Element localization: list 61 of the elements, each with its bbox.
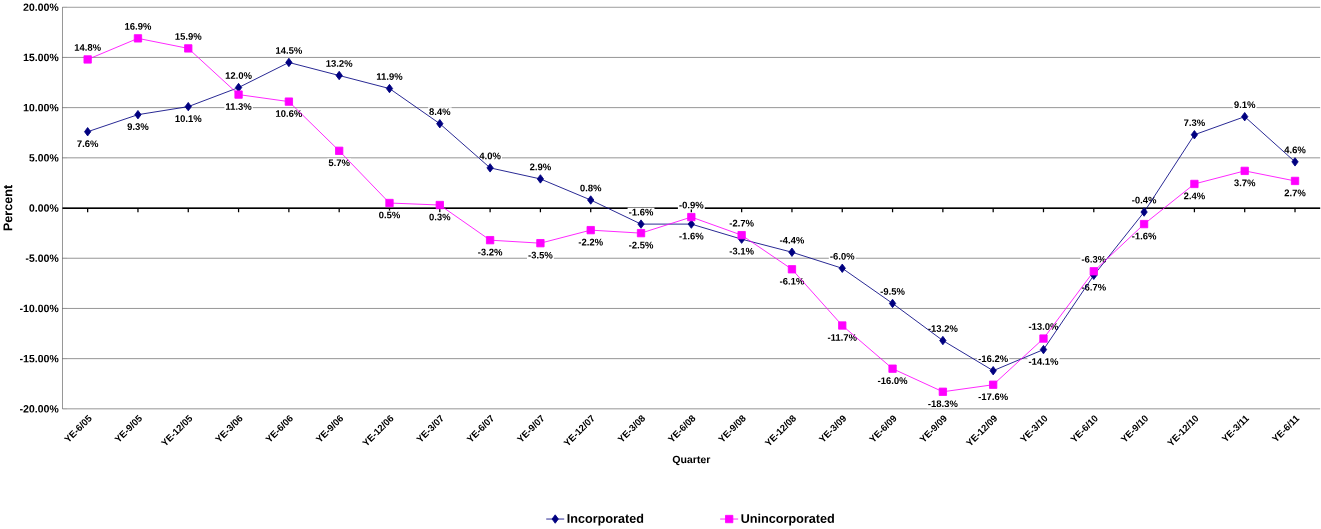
data-label: 2.4% (1183, 192, 1205, 200)
data-label: 3.7% (1234, 179, 1256, 187)
data-label: 2.9% (529, 163, 551, 171)
data-label: 0.8% (580, 184, 602, 192)
data-label: -1.6% (1132, 232, 1157, 240)
data-label: 14.5% (276, 47, 303, 55)
y-tick-label: 15.00% (23, 53, 59, 62)
data-label: 9.3% (127, 123, 149, 131)
y-tick-label: 5.00% (29, 154, 59, 162)
data-label: -16.2% (978, 355, 1008, 363)
data-label: -9.5% (880, 288, 905, 295)
data-label: -17.6% (978, 393, 1008, 401)
data-label: -3.5% (528, 252, 553, 259)
data-label: 15.9% (175, 33, 202, 40)
y-tick-label: -5.00% (25, 254, 59, 263)
data-label: 8.4% (429, 108, 451, 116)
data-label: -2.5% (629, 241, 654, 249)
data-label: 11.9% (376, 73, 403, 81)
data-label: -16.0% (877, 377, 908, 385)
data-label: 4.6% (1284, 146, 1306, 154)
data-label: -1.6% (629, 208, 654, 216)
data-label: -6.0% (830, 253, 855, 260)
data-label: -2.7% (729, 220, 754, 227)
data-label: -6.3% (1081, 256, 1106, 263)
data-label: 16.9% (125, 23, 152, 30)
data-label: -4.4% (779, 237, 805, 244)
y-tick-label: -10.00% (19, 304, 59, 313)
data-label: 4.0% (479, 152, 501, 160)
data-label: 7.6% (77, 140, 99, 148)
y-axis-title: Percent (3, 185, 13, 231)
data-label: -6.1% (779, 278, 805, 285)
data-label: -3.1% (729, 247, 754, 255)
data-label: 7.3% (1184, 119, 1205, 127)
data-label: 14.8% (74, 44, 101, 51)
data-label: -3.2% (478, 248, 503, 256)
data-label: -2.2% (578, 238, 603, 246)
data-label: 10.6% (276, 110, 303, 118)
data-label: 13.2% (326, 60, 353, 68)
data-label: 10.1% (175, 115, 202, 123)
y-tick-label: 10.00% (23, 104, 59, 112)
y-tick-label: 0.00% (29, 204, 59, 212)
data-label: 11.3% (225, 103, 252, 111)
legend-label: Unincorporated (741, 513, 834, 526)
y-tick-label: -20.00% (19, 405, 59, 413)
data-label: 9.1% (1234, 101, 1256, 109)
data-label: -11.7% (827, 334, 857, 341)
legend-label: Incorporated (567, 513, 644, 526)
data-label: 5.7% (328, 159, 350, 167)
data-label: -1.6% (679, 232, 704, 240)
data-label: 0.3% (429, 213, 451, 221)
data-label: 0.5% (379, 211, 401, 219)
y-tick-label: 20.00% (23, 3, 59, 12)
data-label: 2.7% (1284, 189, 1306, 197)
data-label: -14.1% (1028, 358, 1059, 366)
data-label: -0.9% (679, 201, 704, 209)
y-tick-label: -15.00% (19, 355, 59, 363)
x-axis-title: Quarter (672, 455, 711, 466)
data-label: -18.3% (928, 400, 958, 408)
data-label: 12.0% (225, 72, 252, 80)
data-label: -0.4% (1132, 196, 1157, 204)
data-label: -13.2% (928, 325, 958, 333)
